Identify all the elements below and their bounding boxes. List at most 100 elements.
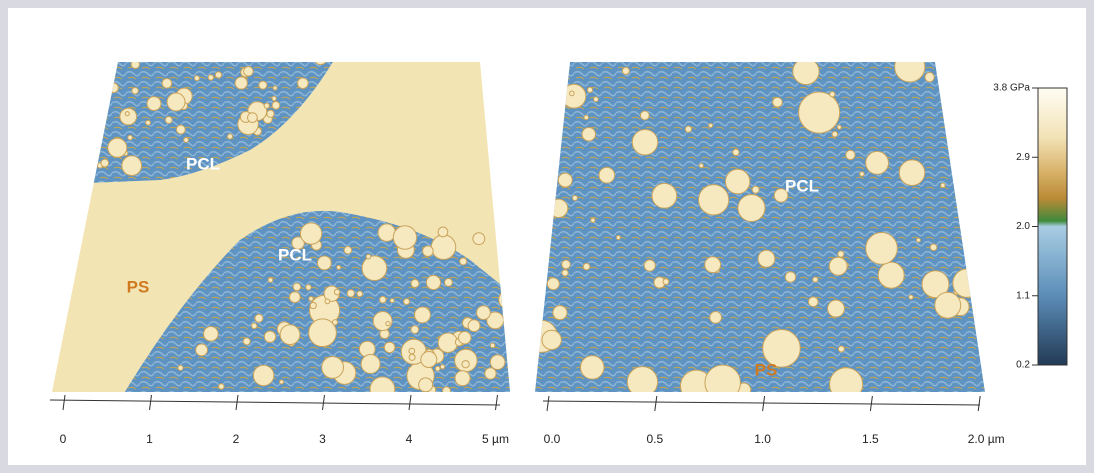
domain	[313, 62, 328, 66]
domain	[288, 291, 301, 304]
domain	[684, 125, 693, 133]
domain	[828, 256, 848, 276]
domain	[561, 259, 571, 270]
domain	[772, 96, 783, 108]
domain	[252, 364, 275, 387]
colorbar-label: 2.0	[1016, 221, 1030, 232]
domain	[267, 277, 274, 283]
domain	[845, 149, 856, 161]
domain	[166, 92, 186, 112]
axis-label: 1.5	[862, 432, 879, 446]
domain	[561, 83, 587, 109]
domain	[651, 182, 678, 209]
domain	[279, 324, 301, 345]
axis-line	[542, 400, 981, 406]
domain	[548, 198, 569, 219]
domain	[177, 364, 184, 371]
domain	[724, 168, 751, 195]
domain	[737, 193, 766, 223]
domain	[130, 62, 141, 70]
domain	[442, 386, 451, 392]
axis-label: 0.0	[544, 432, 561, 446]
domain	[346, 289, 356, 298]
domain	[552, 305, 568, 321]
domain	[254, 313, 264, 323]
domain	[292, 282, 302, 292]
domain	[108, 82, 119, 94]
domain	[952, 268, 982, 298]
domain	[234, 76, 248, 90]
colorbar-label: 2.9	[1016, 152, 1030, 163]
domain	[865, 232, 898, 265]
domain	[243, 65, 254, 77]
domain	[792, 62, 820, 86]
domain	[100, 158, 110, 168]
domain	[498, 289, 510, 310]
axis-label: 0.5	[646, 432, 663, 446]
domain	[263, 102, 270, 109]
tick	[235, 394, 239, 411]
domain	[291, 236, 305, 250]
domain	[643, 259, 656, 272]
domain	[561, 269, 569, 277]
domain	[414, 306, 431, 324]
tick	[408, 394, 412, 411]
domain	[321, 355, 345, 379]
domain	[581, 127, 597, 142]
domain	[145, 119, 151, 126]
domain	[258, 80, 268, 90]
domain	[557, 172, 573, 188]
domain	[631, 128, 659, 156]
domain	[798, 91, 841, 134]
domain	[708, 122, 714, 129]
domain	[193, 75, 200, 82]
domain	[536, 129, 542, 136]
axis-label: 3	[319, 432, 326, 446]
domain	[484, 367, 497, 380]
domain	[418, 377, 434, 392]
domain	[538, 245, 545, 251]
axis-label: 1	[146, 432, 153, 446]
domain	[356, 290, 364, 298]
domain	[784, 271, 797, 283]
domain	[146, 96, 162, 112]
domain	[615, 234, 621, 241]
domain	[583, 114, 590, 121]
phase-label: PCL	[186, 154, 220, 173]
domain	[831, 130, 839, 138]
domain	[297, 77, 309, 90]
domain	[333, 288, 341, 296]
axis-line	[49, 399, 501, 406]
tick	[546, 395, 550, 412]
domain	[877, 261, 905, 289]
domain	[837, 250, 845, 258]
domain	[639, 110, 650, 121]
domain	[582, 262, 591, 271]
domain	[541, 329, 562, 351]
domain	[331, 319, 339, 326]
domain	[392, 225, 418, 250]
domain	[308, 296, 314, 302]
domain	[579, 355, 605, 380]
domain	[626, 366, 659, 392]
domain	[361, 255, 388, 282]
domain	[131, 86, 139, 95]
domain	[929, 243, 938, 252]
domain	[360, 353, 381, 374]
domain	[458, 331, 472, 345]
domain	[807, 296, 819, 308]
domain	[593, 96, 599, 103]
domain	[437, 226, 449, 238]
domain	[568, 90, 575, 97]
axis-label: 0	[60, 432, 67, 446]
axis-label: 1.0	[754, 432, 771, 446]
domain	[195, 343, 208, 357]
domain	[894, 62, 926, 83]
colorbar	[1037, 87, 1068, 366]
domain	[124, 111, 130, 117]
domain	[940, 182, 946, 189]
domain	[369, 376, 396, 392]
domain	[812, 276, 819, 283]
